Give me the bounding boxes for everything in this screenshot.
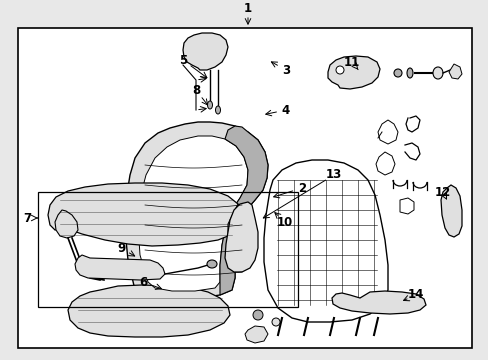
Ellipse shape (252, 310, 263, 320)
Polygon shape (125, 122, 267, 298)
Ellipse shape (335, 66, 343, 74)
Ellipse shape (432, 67, 442, 79)
Polygon shape (183, 33, 227, 70)
Text: 12: 12 (434, 185, 450, 198)
Text: 1: 1 (244, 1, 251, 14)
Text: 7: 7 (23, 211, 31, 225)
Text: 6: 6 (139, 275, 147, 288)
Polygon shape (68, 285, 229, 337)
Text: 4: 4 (281, 104, 289, 117)
Polygon shape (224, 202, 258, 272)
Ellipse shape (215, 106, 220, 114)
Bar (18, 28, 471, 348)
Polygon shape (138, 136, 247, 291)
Polygon shape (220, 126, 267, 295)
Polygon shape (375, 152, 394, 175)
Text: 2: 2 (297, 181, 305, 194)
Ellipse shape (393, 69, 401, 77)
Ellipse shape (271, 318, 280, 326)
Polygon shape (227, 204, 242, 248)
Bar (38, 192, 297, 307)
Polygon shape (327, 56, 379, 89)
Polygon shape (55, 210, 78, 238)
Polygon shape (331, 291, 425, 314)
Polygon shape (440, 185, 461, 237)
Text: 11: 11 (343, 55, 359, 68)
Text: 13: 13 (325, 168, 342, 181)
Polygon shape (264, 160, 387, 322)
Text: 3: 3 (282, 63, 289, 77)
Text: 10: 10 (276, 216, 292, 229)
Ellipse shape (206, 260, 217, 268)
Text: 9: 9 (117, 242, 125, 255)
Polygon shape (75, 255, 164, 280)
Polygon shape (399, 198, 413, 214)
Ellipse shape (406, 68, 412, 78)
Polygon shape (48, 183, 242, 246)
Ellipse shape (207, 101, 212, 109)
Polygon shape (244, 326, 267, 343)
Text: 8: 8 (191, 84, 200, 96)
Text: 5: 5 (179, 54, 187, 67)
Text: 14: 14 (407, 288, 423, 302)
Polygon shape (377, 120, 397, 144)
Polygon shape (448, 64, 461, 79)
